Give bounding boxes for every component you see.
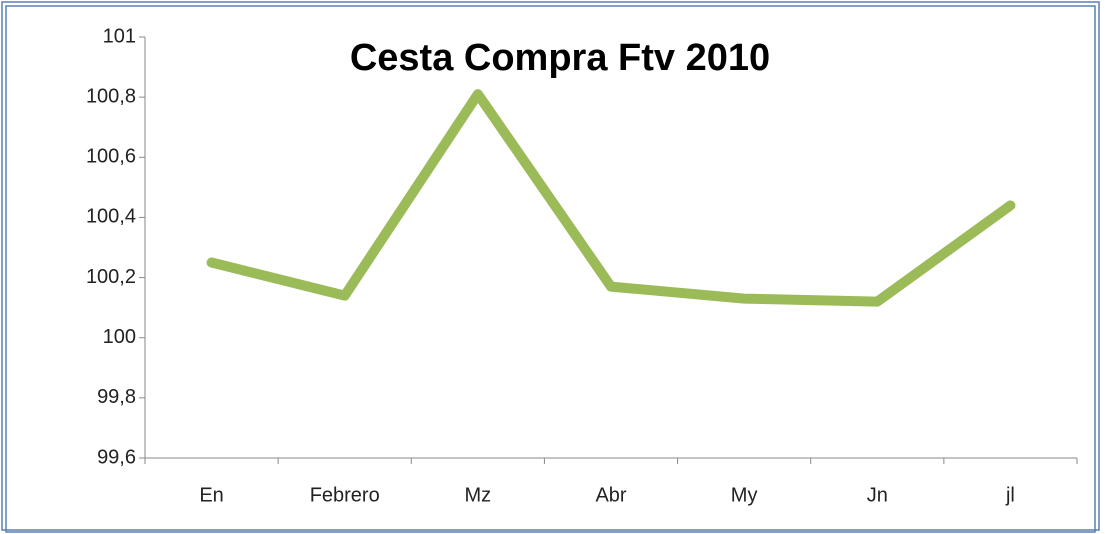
- x-tick-label: En: [199, 484, 223, 506]
- x-tick-label: Jn: [867, 484, 888, 506]
- x-tick-label: jl: [1005, 484, 1015, 506]
- y-tick-label: 99,6: [97, 446, 136, 468]
- x-tick-label: Mz: [465, 484, 492, 506]
- chart-title: Cesta Compra Ftv 2010: [350, 37, 770, 79]
- y-tick-label: 100,4: [86, 206, 136, 228]
- y-tick-label: 99,8: [97, 386, 136, 408]
- y-tick-label: 100,2: [86, 266, 136, 288]
- y-tick-label: 100,8: [86, 85, 136, 107]
- line-series: [206, 89, 1016, 307]
- y-tick-label: 100: [103, 326, 136, 348]
- y-tick-label: 100,6: [86, 146, 136, 168]
- x-tick-label: My: [731, 484, 758, 506]
- frame-inner: [5, 5, 1096, 533]
- x-tick-label: Abr: [595, 484, 626, 506]
- x-tick-label: Febrero: [310, 484, 380, 506]
- y-tick-label: 101: [103, 25, 136, 47]
